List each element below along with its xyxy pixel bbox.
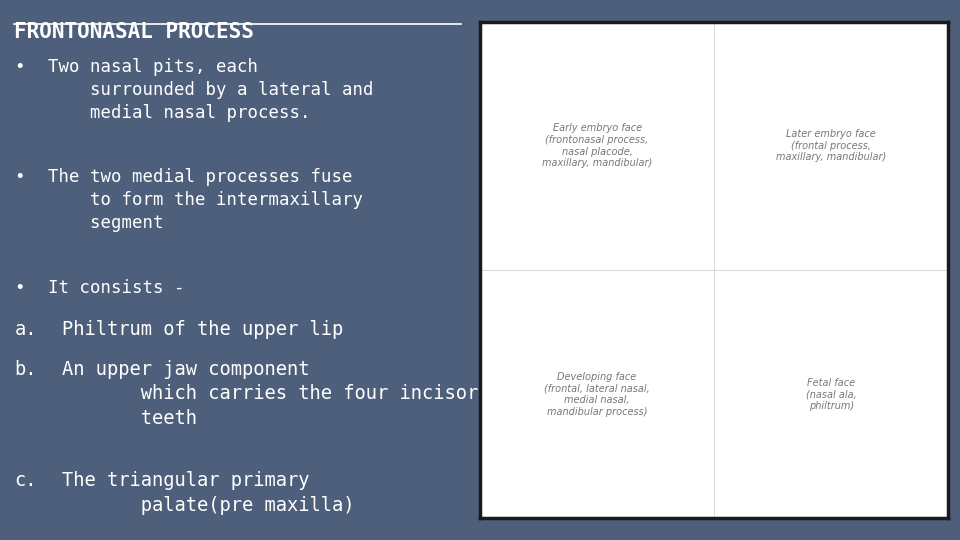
Text: b.: b. [14, 360, 36, 379]
Text: •: • [14, 58, 25, 76]
Text: The two medial processes fuse
    to form the intermaxillary
    segment: The two medial processes fuse to form th… [48, 168, 363, 232]
Text: It consists -: It consists - [48, 279, 184, 296]
Text: The triangular primary
       palate(pre maxilla): The triangular primary palate(pre maxill… [61, 471, 354, 515]
Text: Developing face
(frontal, lateral nasal,
medial nasal,
mandibular process): Developing face (frontal, lateral nasal,… [544, 372, 650, 416]
Text: Early embryo face
(frontonasal process,
nasal placode,
maxillary, mandibular): Early embryo face (frontonasal process, … [542, 124, 652, 168]
Text: Later embryo face
(frontal process,
maxillary, mandibular): Later embryo face (frontal process, maxi… [777, 129, 886, 163]
Text: •: • [14, 279, 25, 296]
Text: Two nasal pits, each
    surrounded by a lateral and
    medial nasal process.: Two nasal pits, each surrounded by a lat… [48, 58, 373, 122]
Text: An upper jaw component
       which carries the four incisor
       teeth: An upper jaw component which carries the… [61, 360, 478, 428]
Text: Philtrum of the upper lip: Philtrum of the upper lip [61, 320, 343, 339]
Text: FRONTONASAL PROCESS: FRONTONASAL PROCESS [14, 22, 254, 42]
Text: a.: a. [14, 320, 36, 339]
Text: Fetal face
(nasal ala,
philtrum): Fetal face (nasal ala, philtrum) [806, 377, 856, 411]
Text: •: • [14, 168, 25, 186]
Text: c.: c. [14, 471, 36, 490]
